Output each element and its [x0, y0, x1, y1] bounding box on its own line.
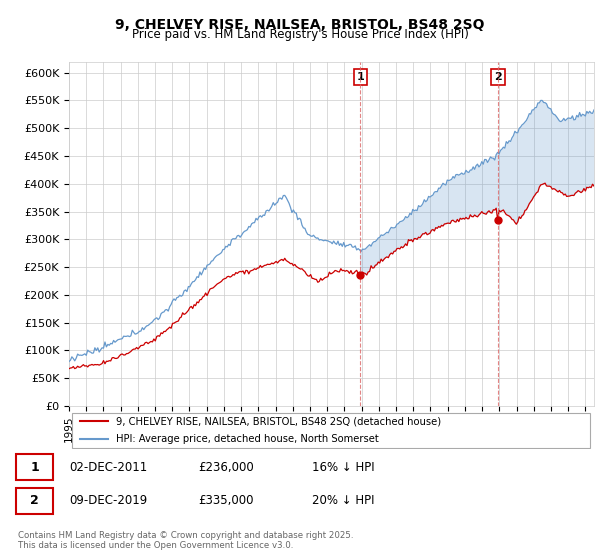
Text: HPI: Average price, detached house, North Somerset: HPI: Average price, detached house, Nort… — [116, 434, 379, 444]
Text: 2: 2 — [494, 72, 502, 82]
FancyBboxPatch shape — [16, 455, 53, 480]
Text: £335,000: £335,000 — [198, 494, 254, 507]
Text: 1: 1 — [31, 461, 39, 474]
FancyBboxPatch shape — [16, 488, 53, 514]
Text: 02-DEC-2011: 02-DEC-2011 — [69, 461, 147, 474]
Text: Contains HM Land Registry data © Crown copyright and database right 2025.
This d: Contains HM Land Registry data © Crown c… — [18, 531, 353, 550]
Text: 20% ↓ HPI: 20% ↓ HPI — [312, 494, 374, 507]
Text: £236,000: £236,000 — [198, 461, 254, 474]
Text: 09-DEC-2019: 09-DEC-2019 — [69, 494, 147, 507]
FancyBboxPatch shape — [71, 413, 590, 447]
Text: 2: 2 — [31, 494, 39, 507]
Text: Price paid vs. HM Land Registry's House Price Index (HPI): Price paid vs. HM Land Registry's House … — [131, 28, 469, 41]
Text: 9, CHELVEY RISE, NAILSEA, BRISTOL, BS48 2SQ (detached house): 9, CHELVEY RISE, NAILSEA, BRISTOL, BS48 … — [116, 416, 442, 426]
Text: 16% ↓ HPI: 16% ↓ HPI — [312, 461, 374, 474]
Text: 9, CHELVEY RISE, NAILSEA, BRISTOL, BS48 2SQ: 9, CHELVEY RISE, NAILSEA, BRISTOL, BS48 … — [115, 18, 485, 32]
Text: 1: 1 — [356, 72, 364, 82]
